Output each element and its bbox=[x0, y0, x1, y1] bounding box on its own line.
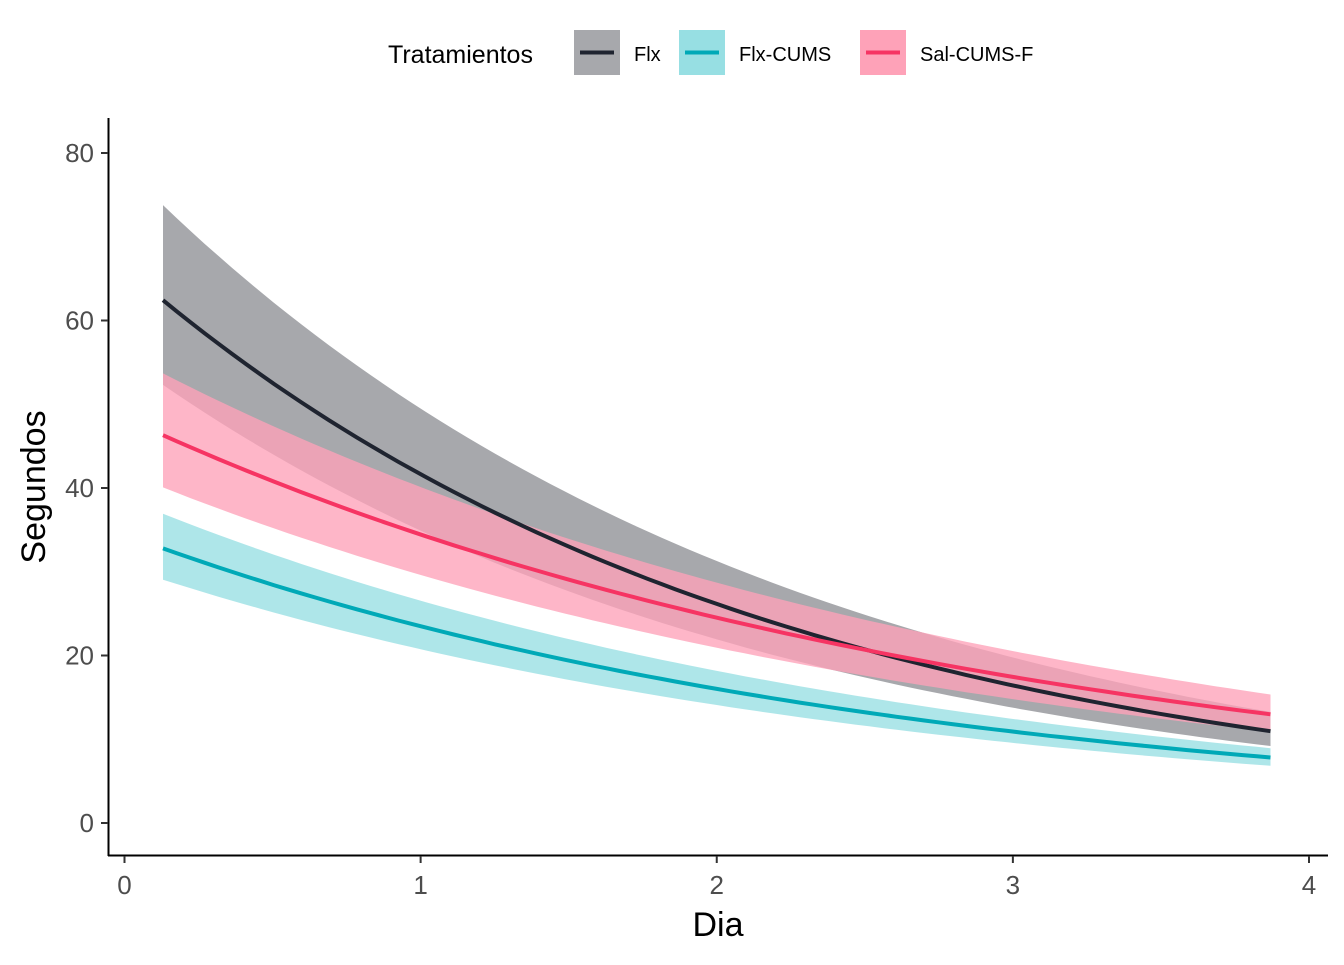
legend-title: Tratamientos bbox=[388, 41, 533, 69]
x-tick-label: 2 bbox=[710, 870, 724, 900]
confidence-bands bbox=[163, 205, 1271, 766]
x-tick-label: 0 bbox=[117, 870, 131, 900]
y-tick-label: 0 bbox=[80, 808, 94, 838]
legend-label: Sal-CUMS-F bbox=[920, 44, 1033, 66]
band-flx-cums bbox=[163, 513, 1271, 766]
x-tick-label: 1 bbox=[413, 870, 427, 900]
y-ticks: 0 20 40 60 80 bbox=[65, 138, 108, 838]
legend-label: Flx-CUMS bbox=[739, 44, 831, 66]
legend-items: Flx Flx-CUMS Sal-CUMS-F bbox=[574, 30, 1033, 75]
x-tick-label: 4 bbox=[1302, 870, 1316, 900]
legend: Tratamientos Flx Flx-CUMS Sal-CUMS-F bbox=[388, 30, 1033, 75]
y-axis-label: Segundos bbox=[15, 410, 53, 563]
band-sal-cums-f bbox=[163, 373, 1271, 732]
y-tick-label: 60 bbox=[65, 306, 94, 336]
line-flx-cums bbox=[162, 546, 1271, 760]
line-sal-cums-f bbox=[162, 433, 1271, 717]
y-tick-label: 80 bbox=[65, 138, 94, 168]
series-lines bbox=[161, 298, 1271, 760]
band-overlay bbox=[163, 205, 1271, 746]
y-tick-label: 40 bbox=[65, 473, 94, 503]
line-flx bbox=[161, 298, 1271, 734]
y-tick-label: 20 bbox=[65, 641, 94, 671]
legend-label: Flx bbox=[634, 44, 661, 66]
x-ticks: 0 1 2 3 4 bbox=[117, 856, 1316, 900]
x-tick-label: 3 bbox=[1006, 870, 1020, 900]
x-axis-label: Dia bbox=[692, 906, 743, 944]
